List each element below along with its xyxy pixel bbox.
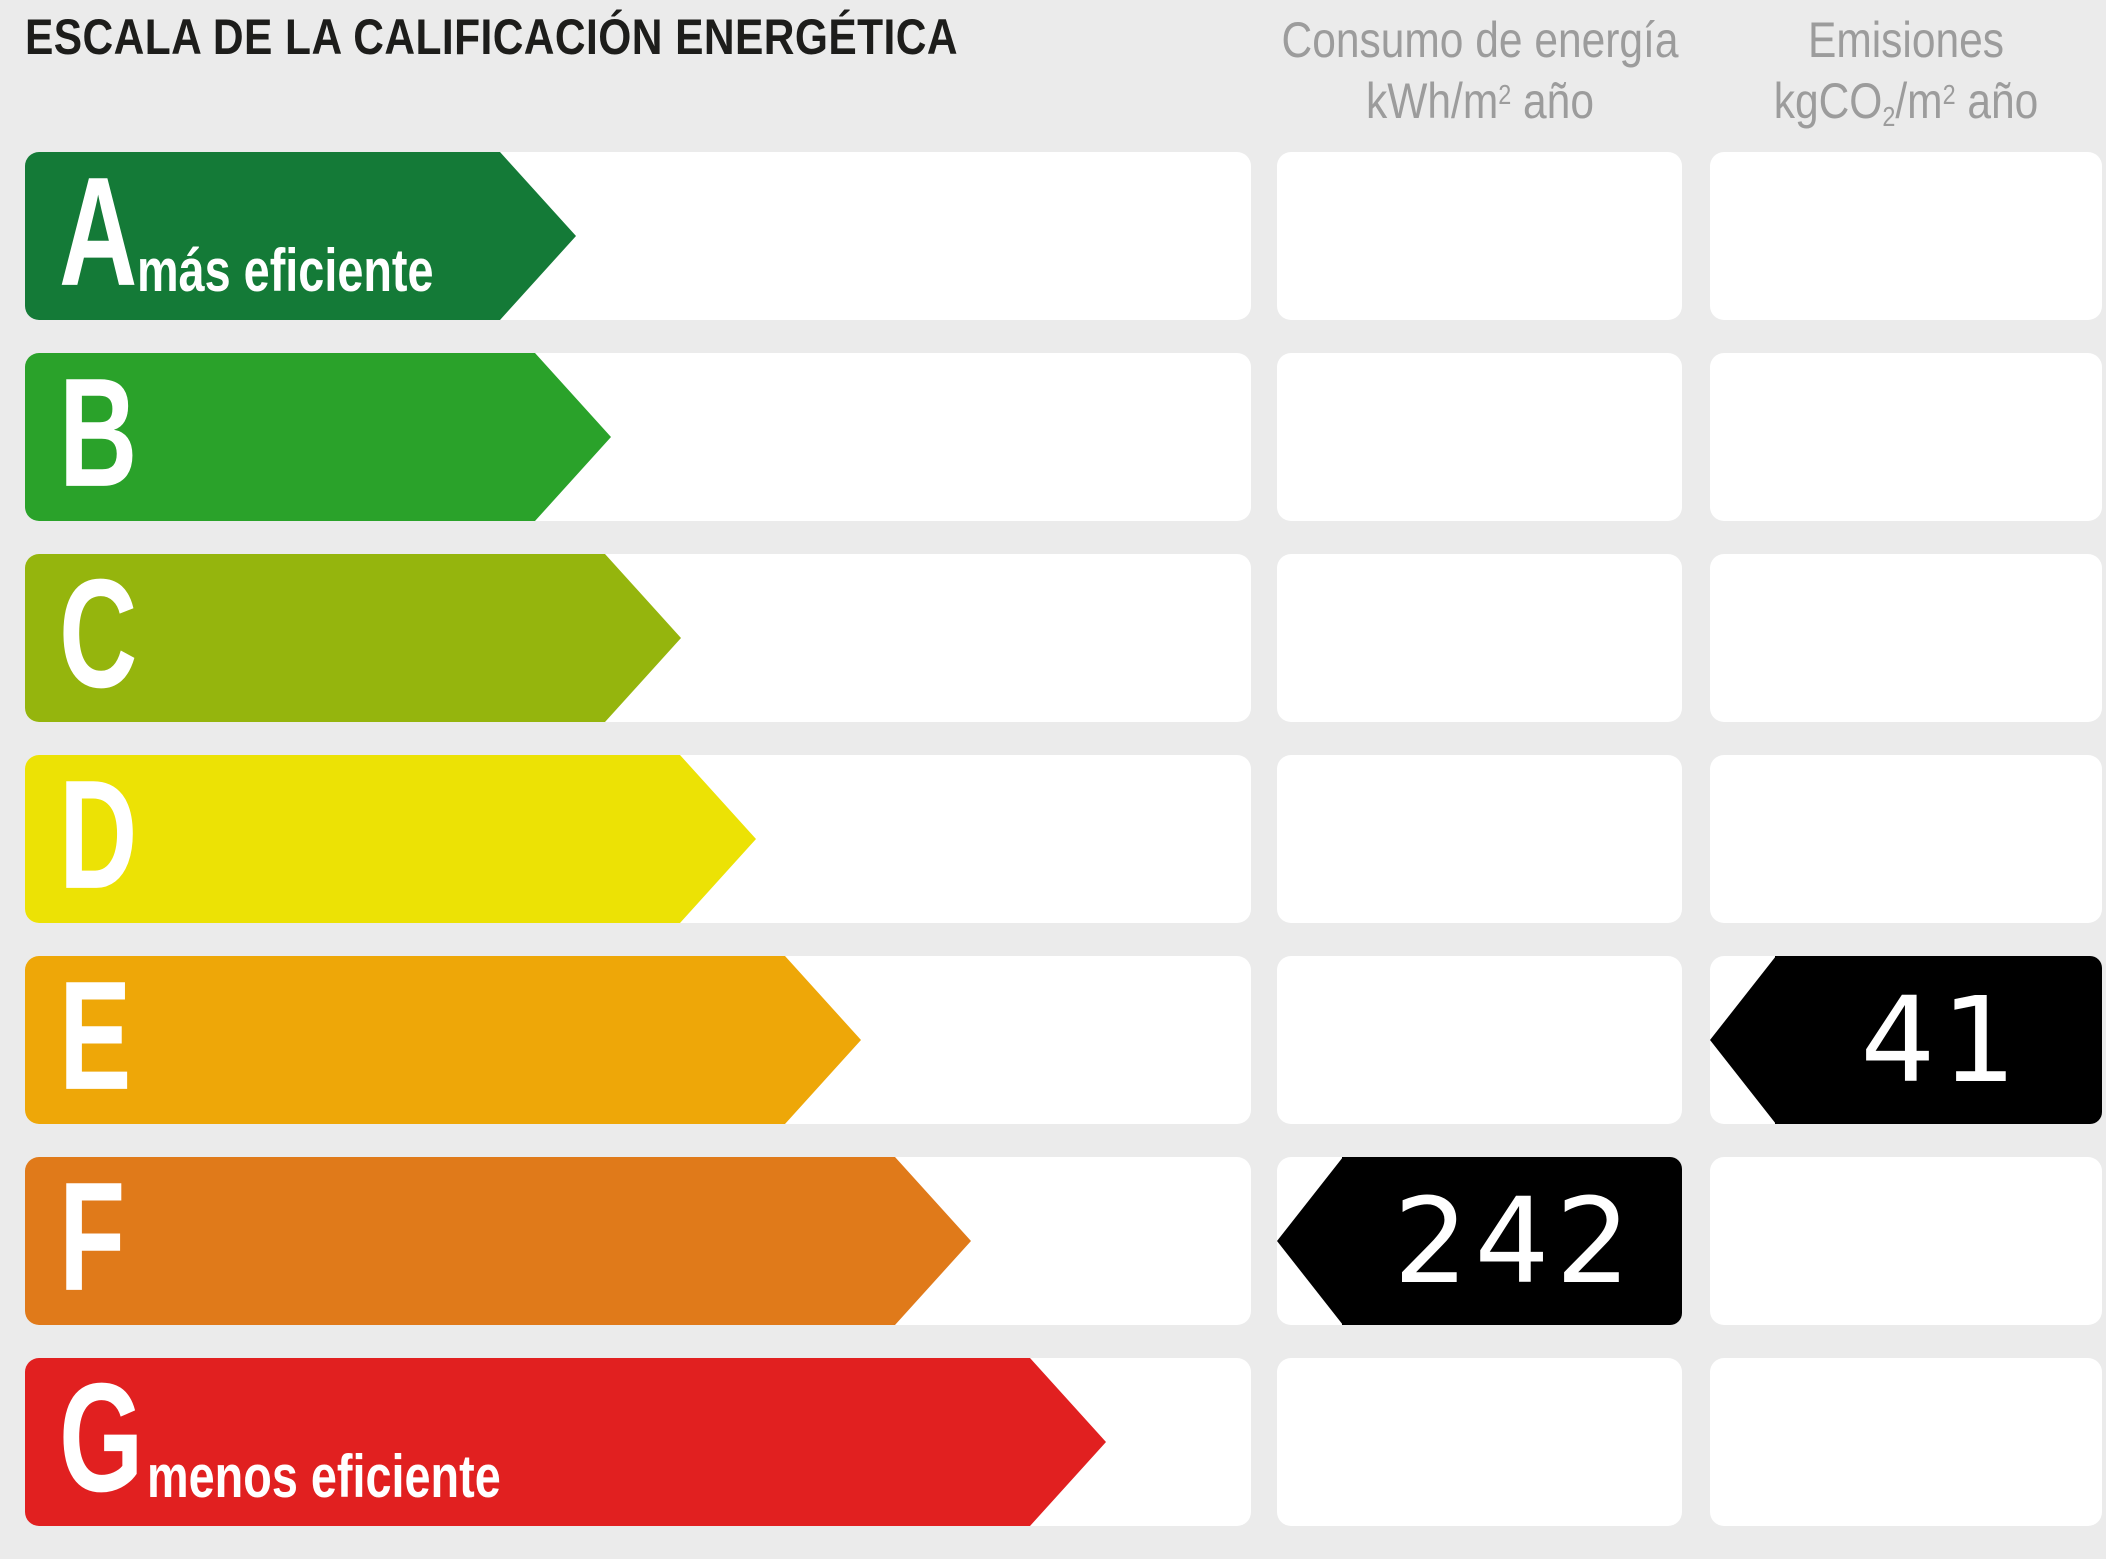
rating-bar-label: menos eficiente <box>147 1443 501 1510</box>
rating-bar: G menos eficiente <box>25 1358 1030 1526</box>
value-arrow-tip-icon <box>1710 956 1776 1124</box>
consumo-cell <box>1277 755 1682 923</box>
rating-bar-track: A más eficiente <box>25 152 1251 320</box>
rating-bar-track: E <box>25 956 1251 1124</box>
rating-row-c: C <box>0 554 2106 722</box>
rating-bar-track: D <box>25 755 1251 923</box>
emisiones-cell <box>1710 353 2102 521</box>
rating-letter: B <box>59 345 138 519</box>
emisiones-cell <box>1710 554 2102 722</box>
rating-letter: F <box>59 1149 126 1323</box>
rating-bar-arrow-tip-icon <box>785 956 861 1124</box>
rating-bar-track: F <box>25 1157 1251 1325</box>
rating-letter: C <box>59 546 138 720</box>
emisiones-value-arrow: 41 <box>1710 956 2102 1124</box>
consumo-cell <box>1277 956 1682 1124</box>
emisiones-header-unit: kgCO2/m2 año <box>1773 73 2039 132</box>
rating-row-g: G menos eficiente <box>0 1358 2106 1526</box>
column-header-consumo: Consumo de energía kWh/m2 año <box>1259 10 1701 139</box>
rating-bar-arrow-tip-icon <box>895 1157 971 1325</box>
rating-bar-track: G menos eficiente <box>25 1358 1251 1526</box>
emisiones-cell <box>1710 1358 2102 1526</box>
rating-bar: B <box>25 353 535 521</box>
rating-bar: C <box>25 554 605 722</box>
rating-bar: A más eficiente <box>25 152 500 320</box>
rating-bar-track: B <box>25 353 1251 521</box>
rating-bar: D <box>25 755 680 923</box>
rating-bar-arrow-tip-icon <box>605 554 681 722</box>
rating-letter: A <box>59 144 138 318</box>
consumo-header-title: Consumo de energía <box>1281 12 1679 68</box>
consumo-cell <box>1277 554 1682 722</box>
rating-bar-arrow-tip-icon <box>1030 1358 1106 1526</box>
emisiones-cell <box>1710 152 2102 320</box>
rating-letter: D <box>59 747 138 921</box>
rating-bar: F <box>25 1157 895 1325</box>
rating-letter: G <box>59 1350 144 1524</box>
emisiones-cell: 41 <box>1710 956 2102 1124</box>
value-arrow-body: 41 <box>1775 956 2102 1124</box>
consumo-cell: 242 <box>1277 1157 1682 1325</box>
rating-bar-arrow-tip-icon <box>500 152 576 320</box>
column-header-emisiones: Emisiones kgCO2/m2 año <box>1685 10 2106 139</box>
rating-bar-track: C <box>25 554 1251 722</box>
consumo-value: 242 <box>1393 1172 1637 1310</box>
rating-bar-arrow-tip-icon <box>535 353 611 521</box>
rating-row-e: E 41 <box>0 956 2106 1124</box>
value-arrow-tip-icon <box>1277 1157 1343 1325</box>
emisiones-header-title: Emisiones <box>1807 12 2005 68</box>
consumo-header-unit: kWh/m2 año <box>1366 73 1594 129</box>
rating-row-b: B <box>0 353 2106 521</box>
value-arrow-body: 242 <box>1342 1157 1682 1325</box>
rating-row-a: A más eficiente <box>0 152 2106 320</box>
consumo-cell <box>1277 353 1682 521</box>
consumo-value-arrow: 242 <box>1277 1157 1682 1325</box>
rating-row-f: F 242 <box>0 1157 2106 1325</box>
rating-row-d: D <box>0 755 2106 923</box>
consumo-cell <box>1277 1358 1682 1526</box>
emisiones-cell <box>1710 755 2102 923</box>
rating-bar-label: más eficiente <box>137 237 434 304</box>
rating-bar: E <box>25 956 785 1124</box>
emisiones-value: 41 <box>1860 971 2023 1109</box>
consumo-cell <box>1277 152 1682 320</box>
rating-letter: E <box>59 948 132 1122</box>
page-title: ESCALA DE LA CALIFICACIÓN ENERGÉTICA <box>25 9 958 65</box>
rating-rows: A más eficiente B C <box>0 152 2106 1559</box>
emisiones-cell <box>1710 1157 2102 1325</box>
rating-bar-arrow-tip-icon <box>680 755 756 923</box>
